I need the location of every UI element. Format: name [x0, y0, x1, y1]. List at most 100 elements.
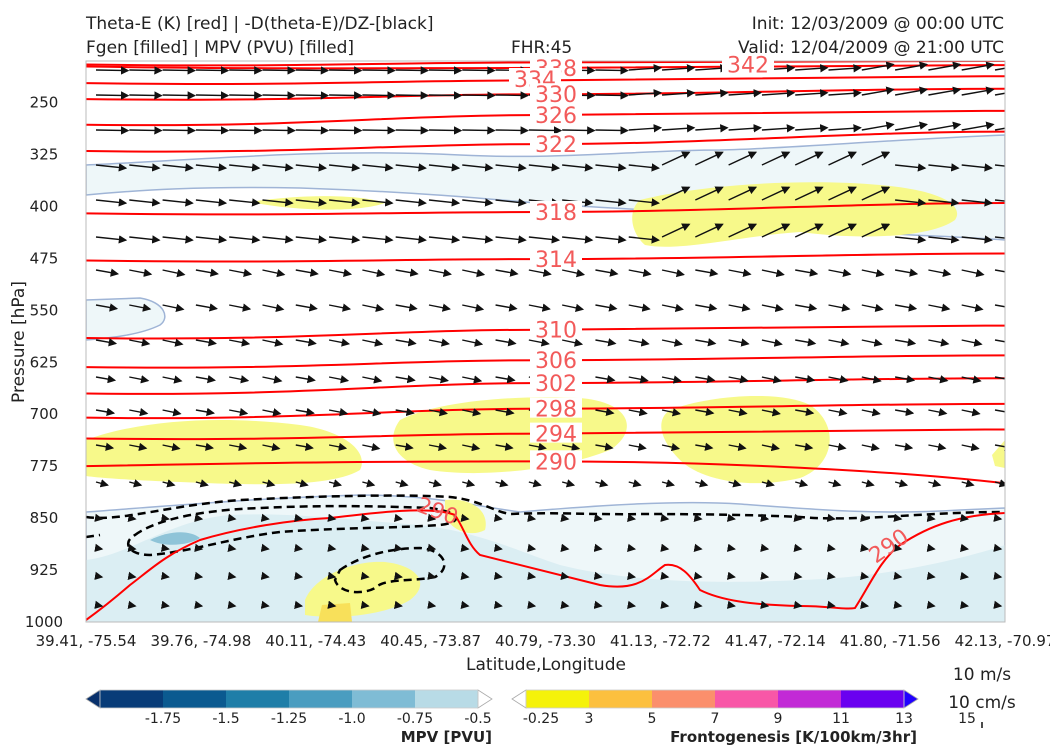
wind-arrow — [728, 223, 758, 238]
wind-arrow — [593, 543, 603, 552]
wind-arrow — [961, 163, 993, 172]
wind-arrow — [994, 199, 1005, 202]
theta-e-label: 306 — [535, 349, 577, 374]
wind-arrow — [462, 269, 486, 278]
colorbar-segment — [526, 690, 590, 708]
wind-arrow — [695, 186, 724, 201]
wind-arrow — [595, 163, 627, 172]
wind-arrow — [362, 442, 381, 452]
wind-arrow — [562, 338, 584, 347]
wind-arrow — [761, 89, 796, 98]
wind-arrow — [961, 375, 982, 384]
wind-arrow — [528, 303, 551, 312]
wind-arrow — [262, 338, 284, 347]
wind-arrow — [462, 66, 496, 75]
colorbar-tick-label: -0.75 — [397, 711, 433, 727]
colorbar-tick-label: -0.5 — [464, 711, 491, 727]
x-tick-label: 41.80, -71.56 — [840, 632, 941, 650]
wind-arrow — [428, 198, 461, 207]
wind-arrow — [627, 571, 637, 580]
wind-arrow — [327, 571, 337, 580]
wind-arrow — [428, 91, 463, 100]
wind-arrow — [327, 600, 337, 609]
wind-arrow — [129, 375, 150, 384]
wind-arrow — [959, 543, 969, 552]
colorbar-tick-label: 5 — [648, 711, 657, 727]
wind-arrow — [229, 479, 243, 488]
wind-arrow — [760, 513, 770, 522]
wind-arrow — [628, 268, 652, 277]
wind-arrow — [695, 479, 709, 488]
fgen-colorbar-label: Frontogenesis [K/100km/3hr] — [670, 728, 917, 746]
wind-arrow — [560, 513, 570, 522]
x-tick-label: 40.79, -73.30 — [495, 632, 596, 650]
fgen-fill-right — [661, 395, 830, 484]
y-tick-label: 775 — [30, 457, 59, 475]
wind-arrow — [961, 408, 981, 417]
wind-arrow — [328, 268, 353, 277]
fgen-fill-lower-orange — [318, 603, 352, 622]
wind-arrow — [428, 407, 449, 417]
wind-arrow — [195, 126, 230, 135]
y-tick-label: 400 — [30, 197, 59, 215]
wind-arrow — [327, 543, 337, 552]
wind-arrow — [894, 338, 917, 347]
wind-arrow — [894, 121, 929, 131]
wind-arrow — [562, 235, 594, 244]
wind-arrow — [360, 513, 370, 522]
wind-arrow — [160, 571, 170, 580]
wind-arrow — [595, 303, 618, 312]
wind-arrow — [495, 268, 519, 277]
wind-arrow — [961, 338, 983, 347]
wind-arrow — [562, 163, 594, 172]
wind-arrow — [95, 66, 130, 75]
x-tick-label: 41.13, -72.72 — [610, 632, 711, 650]
wind-arrow — [794, 186, 824, 201]
wind-arrow — [861, 223, 891, 238]
wind-arrow — [627, 543, 637, 552]
wind-arrow — [360, 543, 370, 552]
wind-arrow — [994, 127, 1005, 131]
wind-arrow — [95, 374, 117, 384]
wind-arrow — [160, 600, 170, 609]
wind-arrow — [262, 408, 282, 417]
wind-arrow — [160, 543, 170, 552]
wind-arrow — [994, 236, 1005, 239]
theta-e-label: 290 — [535, 450, 577, 475]
wind-arrow — [295, 198, 328, 207]
wind-arrow — [528, 163, 561, 172]
wind-arrow — [262, 126, 296, 135]
wind-arrow — [95, 198, 128, 207]
theta-e-label-bg — [530, 349, 582, 370]
wind-arrow — [861, 375, 882, 384]
wind-arrow — [462, 375, 483, 384]
wind-arrow — [961, 269, 985, 278]
colorbar-outline — [525, 689, 905, 709]
wind-arrow — [329, 198, 361, 207]
wind-arrow — [959, 571, 969, 580]
wind-arrow — [129, 407, 149, 417]
wind-arrow — [828, 124, 862, 133]
wind-arrow — [328, 442, 348, 452]
wind-arrow — [428, 479, 442, 488]
wind-arrow — [227, 600, 237, 609]
wind-arrow — [761, 303, 784, 313]
wind-arrow — [828, 64, 862, 73]
wind-arrow — [229, 235, 261, 244]
wind-arrow — [295, 338, 317, 347]
wind-arrow — [761, 338, 783, 347]
wind-arrow — [229, 303, 252, 312]
wind-arrow — [495, 198, 527, 207]
wind-arrow — [628, 163, 660, 172]
wind-arrow — [295, 442, 314, 451]
wind-arrow — [395, 479, 409, 488]
wind-arrow — [262, 66, 296, 75]
wind-arrow — [826, 543, 836, 552]
theta-e-label: 326 — [535, 104, 577, 129]
wind-arrow — [229, 198, 261, 207]
theta-e-label-bg — [530, 372, 582, 393]
wind-arrow — [395, 126, 430, 135]
wind-arrow — [893, 543, 903, 552]
wind-arrow — [894, 61, 929, 71]
wind-arrow — [562, 442, 581, 452]
